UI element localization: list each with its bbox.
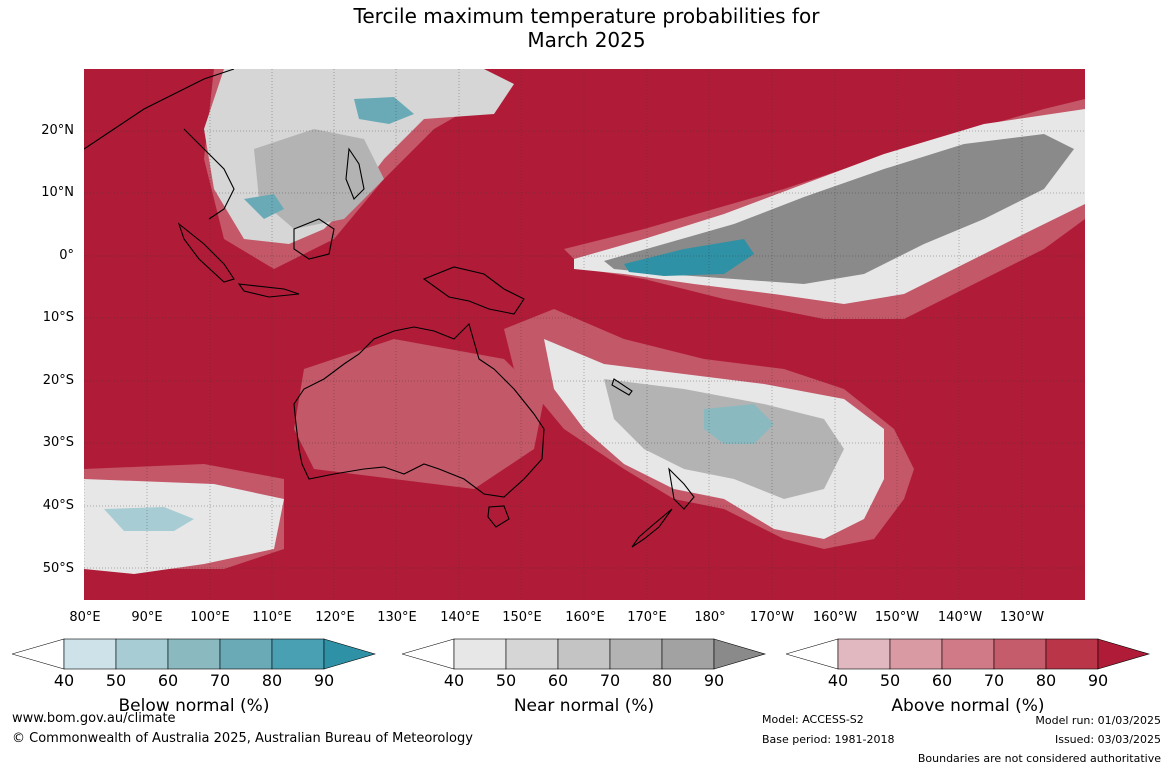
map-title: Tercile maximum temperature probabilitie… (0, 4, 1173, 52)
disclaimer-text: Boundaries are not considered authoritat… (917, 752, 1161, 765)
lon-label-120e: 120°E (315, 610, 355, 625)
near-tick-80: 80 (651, 671, 673, 690)
new-guinea-coast (422, 266, 525, 315)
below-normal-northwest-pocket (244, 97, 414, 219)
lon-label-100e: 100°E (190, 610, 230, 625)
above-normal-label: Above normal (%) (891, 696, 1045, 716)
lon-label-180: 180° (694, 610, 726, 625)
near-normal-darker-northwest (254, 129, 384, 229)
lon-label-130w: 130°W (999, 610, 1045, 625)
near-tick-60: 60 (547, 671, 569, 690)
lon-label-90e: 90°E (131, 610, 163, 625)
above-colorbar-bin-5 (1045, 638, 1099, 670)
website-link[interactable]: www.bom.gov.au/climate (12, 711, 176, 726)
below-tick-50: 50 (105, 671, 127, 690)
java-coast (237, 283, 300, 298)
below-normal-colorbar (12, 638, 376, 670)
below-colorbar-bin-4 (219, 638, 273, 670)
lon-label-160e: 160°E (565, 610, 605, 625)
below-tick-70: 70 (209, 671, 231, 690)
near-colorbar-bin-2 (505, 638, 559, 670)
model-run-text: Model run: 01/03/2025 (1035, 714, 1161, 727)
near-tick-70: 70 (599, 671, 621, 690)
below-normal-equatorial-pocket (624, 239, 754, 276)
lat-label-20s: 20°S (42, 373, 74, 388)
new-caledonia-coast (611, 378, 633, 396)
lon-label-80e: 80°E (69, 610, 101, 625)
near-tick-40: 40 (443, 671, 465, 690)
near-colorbar-over (713, 638, 766, 670)
below-colorbar-under (12, 638, 65, 670)
near-colorbar-bin-1 (453, 638, 507, 670)
above-colorbar-under (786, 638, 839, 670)
borneo-coast (293, 218, 335, 260)
lon-label-110e: 110°E (252, 610, 292, 625)
philippines-coast (345, 147, 365, 200)
below-colorbar-over (323, 638, 376, 670)
copyright-text: © Commonwealth of Australia 2025, Austra… (12, 731, 473, 746)
below-normal-south-pacific-pocket (704, 404, 774, 444)
above-colorbar-bin-3 (941, 638, 995, 670)
lon-label-170w: 170°W (749, 610, 795, 625)
above-colorbar-bin-2 (889, 638, 943, 670)
lat-label-10s: 10°S (42, 310, 74, 325)
near-colorbar-under (402, 638, 455, 670)
new-zealand-south-coast (631, 508, 673, 548)
above-normal-colorbar (786, 638, 1150, 670)
australia-coast (293, 322, 545, 498)
tasmania-coast (487, 505, 510, 528)
above-colorbar-bin-1 (837, 638, 891, 670)
below-tick-40: 40 (53, 671, 75, 690)
below-colorbar-bin-5 (271, 638, 325, 670)
lon-label-150e: 150°E (502, 610, 542, 625)
lon-label-170e: 170°E (627, 610, 667, 625)
lat-label-50s: 50°S (42, 561, 74, 576)
above-colorbar-bin-4 (993, 638, 1047, 670)
above-tick-50: 50 (879, 671, 901, 690)
near-normal-region-southwest (84, 479, 284, 574)
below-colorbar-bin-3 (167, 638, 221, 670)
lat-label-40s: 40°S (42, 498, 74, 513)
above-tick-40: 40 (827, 671, 849, 690)
lat-label-10n: 10°N (41, 185, 74, 200)
above-tick-70: 70 (983, 671, 1005, 690)
below-tick-90: 90 (313, 671, 335, 690)
lat-label-0: 0° (59, 248, 74, 263)
near-tick-50: 50 (495, 671, 517, 690)
lon-label-140w: 140°W (937, 610, 983, 625)
issued-text: Issued: 03/03/2025 (1054, 733, 1161, 746)
new-zealand-north-coast (668, 467, 695, 510)
near-normal-label: Near normal (%) (513, 696, 655, 716)
lon-label-140e: 140°E (440, 610, 480, 625)
above-colorbar-over (1097, 638, 1150, 670)
above-tick-80: 80 (1035, 671, 1057, 690)
coastlines (84, 69, 695, 548)
graticule (84, 69, 1085, 600)
title-line-2: March 2025 (527, 28, 646, 52)
below-tick-60: 60 (157, 671, 179, 690)
lon-label-130e: 130°E (377, 610, 417, 625)
near-normal-colorbar (402, 638, 766, 670)
sumatra-coast (177, 222, 235, 283)
title-line-1: Tercile maximum temperature probabilitie… (353, 4, 820, 28)
base-period-text: Base period: 1981-2018 (762, 733, 895, 746)
above-tick-60: 60 (931, 671, 953, 690)
lat-label-20n: 20°N (41, 123, 74, 138)
above-tick-90: 90 (1087, 671, 1109, 690)
mainland-asia-coast (84, 69, 235, 220)
lon-label-160w: 160°W (812, 610, 858, 625)
below-tick-80: 80 (261, 671, 283, 690)
below-colorbar-bin-2 (115, 638, 169, 670)
near-colorbar-bin-5 (661, 638, 715, 670)
lat-label-30s: 30°S (42, 435, 74, 450)
near-colorbar-bin-4 (609, 638, 663, 670)
below-colorbar-bin-1 (63, 638, 117, 670)
model-text: Model: ACCESS-S2 (762, 713, 864, 726)
below-normal-southwest-pocket (104, 507, 194, 531)
lon-label-150w: 150°W (874, 610, 920, 625)
probability-map (84, 69, 1085, 600)
below-normal-label: Below normal (%) (118, 696, 270, 716)
near-tick-90: 90 (703, 671, 725, 690)
near-colorbar-bin-3 (557, 638, 611, 670)
